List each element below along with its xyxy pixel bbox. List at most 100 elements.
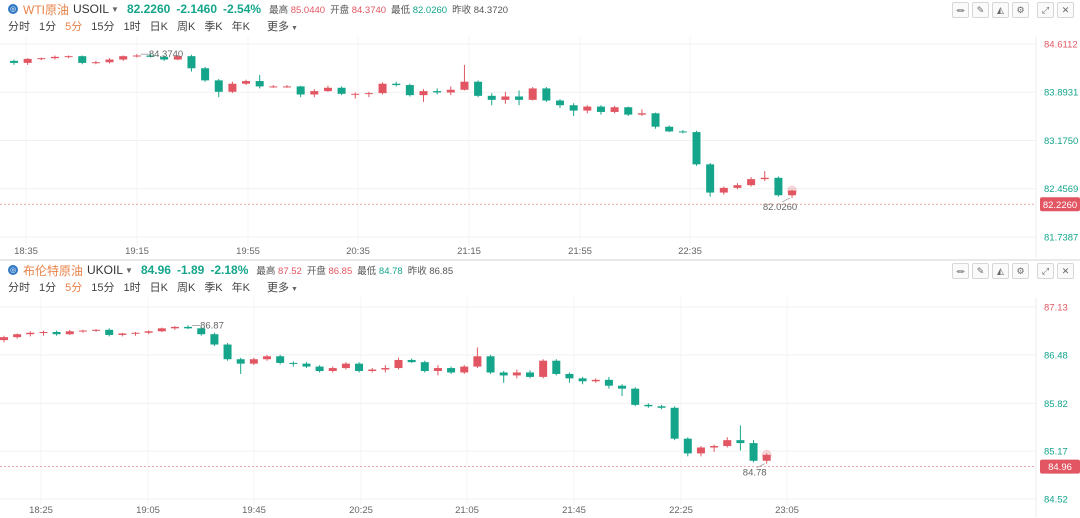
chart-toolbar: ⏛ ✎ ◭ ⚙ ⤢ ✕ <box>949 263 1074 279</box>
candlestick-chart[interactable]: 84.6112 83.8931 83.1750 82.4569 81.7387 18:35… <box>0 0 1080 259</box>
chevron-down-icon: ▼ <box>291 25 298 32</box>
interval-tab[interactable]: 年K <box>231 282 250 294</box>
interval-tab[interactable]: 1分 <box>39 21 57 33</box>
candle <box>486 354 495 374</box>
candle <box>528 87 537 101</box>
candle-body <box>341 363 350 369</box>
candle-body <box>26 332 35 335</box>
candle <box>381 365 390 373</box>
candle-body <box>23 58 32 63</box>
candle <box>578 376 587 385</box>
candle-body <box>788 190 797 196</box>
candle <box>610 105 619 114</box>
candle-body <box>618 385 627 389</box>
interval-tab[interactable]: 季K <box>204 282 223 294</box>
candle <box>556 99 564 108</box>
candle <box>433 365 442 376</box>
candle <box>760 171 769 182</box>
candle <box>78 55 87 65</box>
candle <box>315 365 324 373</box>
candle <box>0 335 8 343</box>
candle <box>131 332 140 336</box>
last-price: 82.2260 <box>126 2 171 16</box>
interval-tab-active[interactable]: 5分 <box>65 282 83 294</box>
candle-body <box>269 86 278 88</box>
more-intervals-button[interactable]: 更多 ▼ <box>267 282 298 294</box>
candle-body <box>526 372 534 377</box>
candle-body <box>119 56 128 60</box>
low-stat: 最低 82.0260 <box>391 5 448 16</box>
candle-body <box>10 60 18 63</box>
instrument-dropdown-icon[interactable]: ▼ <box>125 265 133 275</box>
x-tick-label: 19:55 <box>236 246 260 257</box>
interval-tab[interactable]: 年K <box>231 21 250 33</box>
x-tick-label: 20:35 <box>346 246 370 257</box>
interval-tab[interactable]: 1分 <box>39 282 57 294</box>
low-stat: 最低 84.78 <box>357 266 403 277</box>
chart-type-icon[interactable]: ⏛ <box>952 2 969 18</box>
interval-tab[interactable]: 分时 <box>8 21 30 33</box>
candle-body <box>552 360 561 374</box>
y-tick-label: 85.82 <box>1044 399 1068 410</box>
close-icon[interactable]: ✕ <box>1057 263 1074 279</box>
expand-icon[interactable]: ⤢ <box>1037 2 1054 18</box>
candle <box>747 177 756 187</box>
current-price-label: 82.2260 <box>1043 200 1077 211</box>
interval-tab[interactable]: 季K <box>204 21 223 33</box>
interval-tab[interactable]: 1时 <box>123 282 141 294</box>
interval-tab[interactable]: 1时 <box>123 21 141 33</box>
draw-icon[interactable]: ✎ <box>972 263 989 279</box>
candle-body <box>578 378 587 382</box>
settings-icon[interactable]: ⚙ <box>1012 263 1029 279</box>
close-icon[interactable]: ✕ <box>1057 2 1074 18</box>
interval-tab[interactable]: 15分 <box>91 21 115 33</box>
settings-icon[interactable]: ⚙ <box>1012 2 1029 18</box>
candle <box>52 330 61 336</box>
candle-body <box>407 359 416 363</box>
candle <box>565 372 574 383</box>
candle-body <box>378 83 387 94</box>
chart-type-icon[interactable]: ⏛ <box>952 263 969 279</box>
candle <box>197 326 206 336</box>
instrument-code[interactable]: USOIL <box>73 2 110 16</box>
interval-tab[interactable]: 周K <box>176 282 196 294</box>
candle <box>657 404 666 410</box>
candle-body <box>201 68 210 81</box>
candle-body <box>460 81 469 90</box>
interval-tab[interactable]: 日K <box>149 282 168 294</box>
candle <box>351 92 360 99</box>
candle <box>210 332 219 346</box>
candle-body <box>105 59 114 63</box>
interval-tab[interactable]: 周K <box>176 21 196 33</box>
candle-body <box>118 333 127 335</box>
candle-body <box>131 332 140 334</box>
interval-tab[interactable]: 日K <box>149 21 168 33</box>
interval-tab-active[interactable]: 5分 <box>65 21 83 33</box>
indicator-icon[interactable]: ◭ <box>992 263 1009 279</box>
expand-icon[interactable]: ⤢ <box>1037 263 1054 279</box>
current-price-pulse <box>787 185 798 196</box>
candle <box>499 371 508 383</box>
candle-body <box>542 88 551 101</box>
x-tick-label: 22:25 <box>669 505 693 516</box>
instrument-code[interactable]: UKOIL <box>87 263 124 277</box>
candle-body <box>501 96 510 100</box>
candle-body <box>64 56 73 58</box>
indicator-icon[interactable]: ◭ <box>992 2 1009 18</box>
current-price-label: 84.96 <box>1048 462 1072 473</box>
interval-tab[interactable]: 分时 <box>8 282 30 294</box>
candlestick-chart[interactable]: 87.13 86.48 85.82 85.17 84.52 18:25 19:05 19:45… <box>0 261 1080 518</box>
candle <box>173 55 182 61</box>
interval-tab[interactable]: 15分 <box>91 282 115 294</box>
low-marker-line <box>756 463 765 469</box>
draw-icon[interactable]: ✎ <box>972 2 989 18</box>
instrument-name[interactable]: WTI原油 <box>23 2 69 17</box>
instrument-name[interactable]: 布伦特原油 <box>23 263 84 278</box>
candle <box>552 359 561 376</box>
candle <box>624 106 633 116</box>
candle <box>323 85 332 92</box>
more-intervals-button[interactable]: 更多 ▼ <box>267 21 298 33</box>
candle <box>665 125 674 133</box>
instrument-dropdown-icon[interactable]: ▼ <box>111 4 119 14</box>
candle-body <box>719 187 728 193</box>
